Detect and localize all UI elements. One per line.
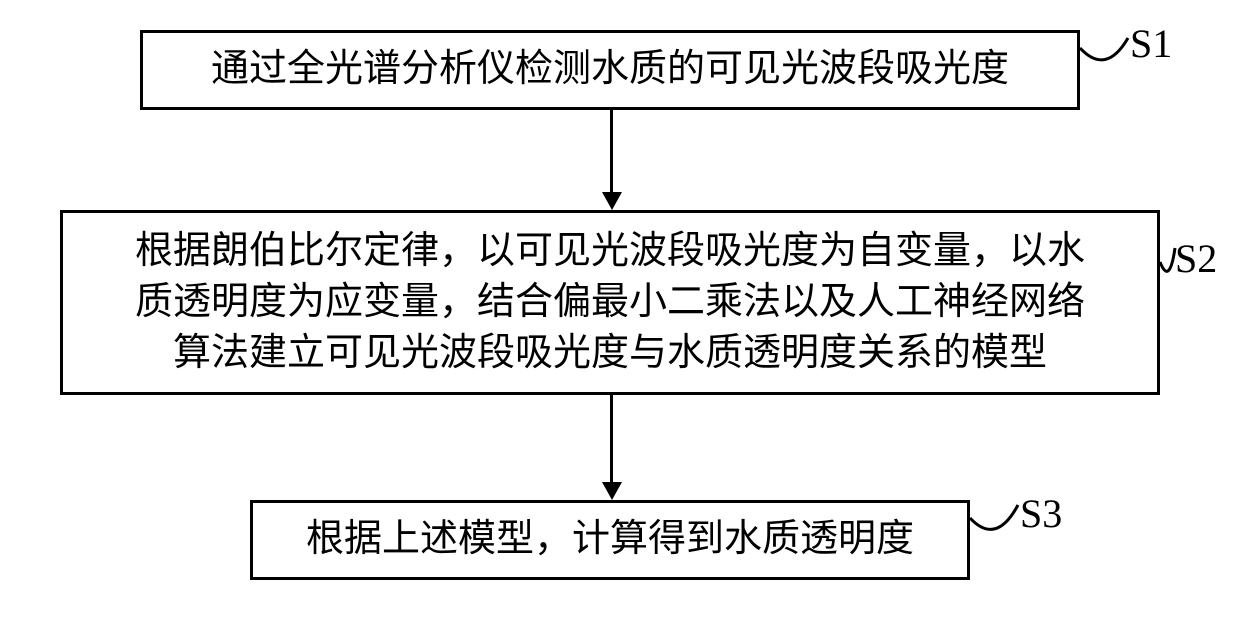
arrow-s1-to-s2 (610, 110, 613, 192)
connector-curve-s1 (1076, 34, 1160, 80)
flowchart-canvas: 通过全光谱分析仪检测水质的可见光波段吸光度 根据朗伯比尔定律，以可见光波段吸光度… (0, 0, 1239, 633)
arrow-head-icon (602, 192, 622, 210)
connector-curve-s2 (1156, 244, 1191, 290)
flow-step-s2: 根据朗伯比尔定律，以可见光波段吸光度为自变量，以水 质透明度为应变量，结合偏最小… (60, 210, 1160, 395)
flow-step-s1: 通过全光谱分析仪检测水质的可见光波段吸光度 (140, 30, 1080, 110)
arrow-head-icon (602, 482, 622, 500)
flow-step-s2-text: 根据朗伯比尔定律，以可见光波段吸光度为自变量，以水 质透明度为应变量，结合偏最小… (135, 226, 1085, 380)
connector-curve-s3 (966, 501, 1050, 550)
flow-step-s1-text: 通过全光谱分析仪检测水质的可见光波段吸光度 (211, 44, 1009, 95)
arrow-s2-to-s3 (610, 395, 613, 482)
flow-step-s3: 根据上述模型，计算得到水质透明度 (250, 500, 970, 580)
flow-step-s3-text: 根据上述模型，计算得到水质透明度 (306, 514, 914, 565)
